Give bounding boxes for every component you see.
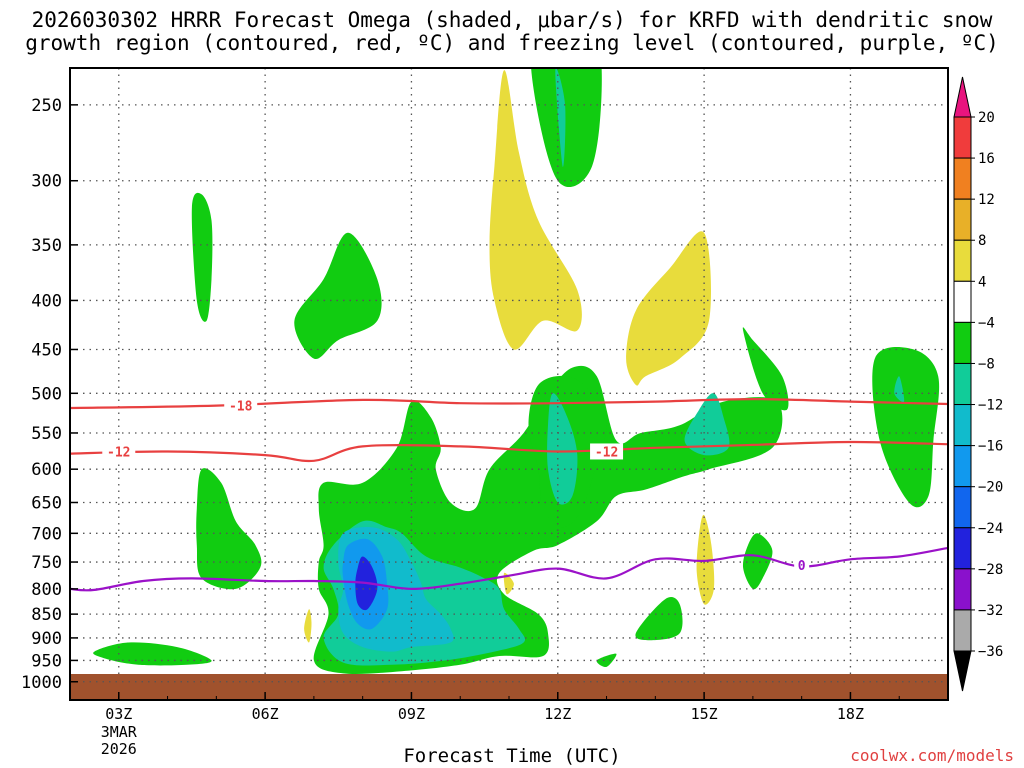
omega-region-yellow-mid-right (626, 231, 711, 386)
colorbar-label-3: 8 (978, 233, 986, 249)
x-tick-sublabel-0: 3MAR (101, 723, 138, 741)
colorbar-label-5: −4 (978, 315, 995, 331)
credit-text: coolwx.com/models (850, 746, 1014, 765)
x-tick-label-12Z: 12Z (544, 705, 571, 723)
contour-label-bg-1 (102, 443, 136, 460)
omega-region-green-small-16z (742, 533, 773, 590)
contour-label-1: -12 (107, 445, 130, 460)
y-tick-label-750: 750 (31, 553, 62, 573)
y-axis: 250 300 350 400 450 500 550 600 650 700 750 800 850 9… (21, 96, 78, 693)
omega-region-green-low-13z (596, 653, 617, 668)
omega-shading-layer (93, 68, 940, 675)
omega-region-green-upper-left (191, 192, 213, 322)
omega-region-teal-mid-12z (547, 393, 578, 505)
colorbar: 20 16 12 8 4 −4 −8 −12 −16 −20 −24 −28 −32 −36 (953, 76, 1003, 692)
y-tick-label-1000: 1000 (21, 673, 62, 693)
colorbar-label-4: 4 (978, 274, 986, 290)
omega-region-green-mid-right-a (742, 327, 789, 411)
omega-region-green-upper-right-top (531, 68, 602, 187)
colorbar-top-arrow (953, 76, 972, 118)
contour-label-2: -12 (595, 445, 618, 460)
x-tick-label-18Z: 18Z (837, 705, 864, 723)
y-tick-label-850: 850 (31, 605, 62, 625)
y-tick-label-950: 950 (31, 651, 62, 671)
y-tick-label-650: 650 (31, 493, 62, 513)
omega-region-green-far-right (872, 347, 940, 508)
colorbar-swatch-7 (953, 404, 972, 447)
y-tick-label-500: 500 (31, 384, 62, 404)
colorbar-swatch-8 (953, 445, 972, 488)
omega-region-teal-mid-15z (684, 393, 730, 456)
chart-title-line-2: growth region (contoured, red, ºC) and f… (25, 31, 999, 55)
colorbar-label-12: −32 (978, 603, 1003, 619)
colorbar-swatch-4 (953, 280, 972, 323)
y-tick-label-400: 400 (31, 291, 62, 311)
contour-layer: -18 -12 -12 0 (70, 397, 948, 592)
colorbar-swatch-12 (953, 609, 972, 652)
colorbar-label-0: 20 (978, 110, 995, 126)
colorbar-swatch-2 (953, 198, 972, 241)
omega-region-green-upper-mid (294, 232, 382, 360)
x-tick-label-15Z: 15Z (691, 705, 718, 723)
colorbar-swatch-1 (953, 157, 972, 200)
colorbar-label-13: −36 (978, 644, 1003, 660)
colorbar-label-7: −12 (978, 398, 1003, 414)
contour-label-0: -18 (229, 400, 253, 415)
omega-region-green-low-left (93, 642, 212, 666)
colorbar-label-10: −24 (978, 521, 1003, 537)
omega-region-teal-upper-right-top (555, 68, 566, 168)
colorbar-swatch-5 (953, 321, 972, 364)
colorbar-swatch-9 (953, 486, 972, 529)
omega-region-green-left-mid (196, 468, 262, 590)
x-tick-sublabel-1: 2026 (101, 740, 137, 758)
ground-surface (70, 674, 948, 700)
contour-label-bg-2 (590, 443, 624, 460)
y-tick-label-300: 300 (31, 172, 62, 192)
contour-line-0 (70, 397, 948, 410)
omega-region-teal-far-right (894, 376, 905, 403)
contour-label-bg-0 (224, 397, 258, 414)
colorbar-label-2: 12 (978, 192, 995, 208)
x-tick-label-09Z: 09Z (398, 705, 425, 723)
colorbar-swatch-0 (953, 116, 972, 159)
y-tick-label-700: 700 (31, 524, 62, 544)
chart-title-line-1: 2026030302 HRRR Forecast Omega (shaded, … (31, 8, 993, 32)
ground-layer (70, 674, 948, 700)
x-tick-label-06Z: 06Z (252, 705, 279, 723)
x-tick-label-03Z: 03Z (105, 705, 132, 723)
colorbar-label-6: −8 (978, 356, 995, 372)
colorbar-bottom-arrow (953, 650, 972, 692)
colorbar-label-8: −16 (978, 439, 1003, 455)
colorbar-label-1: 16 (978, 151, 995, 167)
colorbar-label-9: −20 (978, 480, 1003, 496)
y-tick-label-550: 550 (31, 424, 62, 444)
colorbar-swatch-10 (953, 527, 972, 570)
contour-line-1 (70, 440, 948, 463)
y-tick-label-250: 250 (31, 96, 62, 116)
contour-label-bg-3 (794, 556, 810, 573)
colorbar-swatch-3 (953, 239, 972, 282)
omega-region-yellow-small-7z (304, 609, 312, 643)
colorbar-label-11: −28 (978, 562, 1003, 578)
y-tick-label-800: 800 (31, 580, 62, 600)
colorbar-swatch-11 (953, 568, 972, 611)
colorbar-swatch-6 (953, 362, 972, 406)
y-tick-label-900: 900 (31, 629, 62, 649)
x-axis-title: Forecast Time (UTC) (403, 745, 621, 767)
omega-region-green-low-14z (635, 597, 683, 641)
y-tick-label-600: 600 (31, 460, 62, 480)
y-tick-label-450: 450 (31, 340, 62, 360)
y-tick-label-350: 350 (31, 236, 62, 256)
omega-region-yellow-upper-mid (489, 70, 582, 350)
contour-label-3: 0 (798, 559, 806, 574)
